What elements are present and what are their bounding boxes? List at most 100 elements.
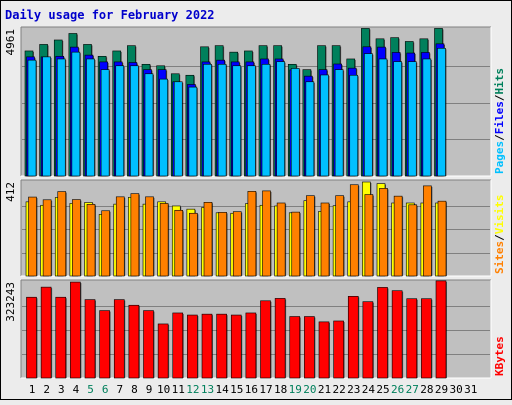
- visits-axis-label-part: Sites: [493, 241, 506, 274]
- sites-bar: [203, 202, 213, 277]
- sites-bar: [379, 188, 389, 277]
- pages-bar-fill: [290, 68, 300, 177]
- day-label: 26: [391, 383, 404, 396]
- pages-bar-fill: [217, 63, 227, 177]
- pages-bar: [305, 81, 315, 177]
- pages-bar: [247, 65, 257, 177]
- sites-bar-fill: [72, 199, 81, 277]
- pages-bar-fill: [378, 58, 388, 177]
- kbytes-axis-label: KBytes: [493, 336, 506, 376]
- kbytes-bar-fill: [333, 320, 344, 379]
- pages-bar: [378, 58, 388, 177]
- kbytes-bar-fill: [318, 321, 330, 379]
- sites-bar-fill: [203, 202, 213, 277]
- sites-bar-fill: [320, 202, 330, 277]
- day-label: 2: [43, 383, 50, 396]
- pages-bar-fill: [320, 74, 329, 177]
- sites-bar: [72, 199, 82, 277]
- sites-bar-fill: [218, 212, 227, 277]
- sites-bar: [276, 202, 287, 277]
- sites-bar-fill: [437, 200, 447, 277]
- kbytes-bar-fill: [245, 312, 257, 379]
- kbytes-bar-fill: [172, 312, 184, 379]
- kbytes-bar: [201, 313, 213, 379]
- day-label: 9: [146, 383, 153, 396]
- sites-bar: [101, 210, 111, 277]
- kbytes-bar-fill: [128, 304, 140, 379]
- kbytes-bar: [421, 298, 433, 379]
- kbytes-bar: [377, 287, 389, 379]
- kbytes-bar: [304, 316, 316, 379]
- kbytes-bar-fill: [157, 323, 169, 379]
- pages-bar-fill: [27, 59, 37, 177]
- sites-bar-fill: [130, 193, 140, 277]
- kbytes-bar-fill: [113, 299, 125, 379]
- sites-bar: [218, 212, 228, 277]
- pages-bar: [130, 65, 140, 177]
- pages-bar: [334, 69, 345, 177]
- visits-axis-label: Sites/Visits: [493, 195, 506, 275]
- sites-bar: [247, 191, 257, 277]
- day-label: 21: [318, 383, 331, 396]
- sites-bar-fill: [145, 196, 154, 277]
- kbytes-bar-fill: [377, 287, 388, 379]
- day-label: 7: [116, 383, 123, 396]
- pages-bar-fill: [305, 81, 315, 177]
- sites-bar-fill: [174, 209, 184, 277]
- sites-bar-fill: [335, 195, 344, 277]
- sites-bar: [437, 200, 447, 277]
- sites-bar: [393, 195, 404, 277]
- pages-bar: [56, 58, 67, 177]
- kbytes-bar: [55, 296, 67, 379]
- kbytes-ymax-label: 323243: [4, 282, 17, 322]
- sites-bar: [349, 184, 360, 277]
- pages-bar-fill: [56, 58, 66, 177]
- kbytes-bar-fill: [274, 298, 286, 379]
- pages-bar: [276, 61, 286, 177]
- day-label: 31: [464, 383, 477, 396]
- pages-bar: [422, 58, 432, 177]
- sites-bar-fill: [101, 210, 110, 277]
- kbytes-bar: [187, 314, 199, 379]
- pages-bar: [232, 65, 242, 177]
- hits-axis-label-part: /: [493, 94, 506, 101]
- pages-bar-fill: [437, 47, 446, 177]
- sites-bar: [306, 195, 316, 277]
- hits-axis-label-part: Pages: [493, 141, 506, 174]
- sites-bar-fill: [276, 202, 286, 277]
- day-label: 22: [333, 383, 346, 396]
- day-label: 10: [157, 383, 170, 396]
- pages-bar: [144, 73, 154, 177]
- kbytes-bar: [172, 312, 184, 379]
- pages-bar-fill: [261, 63, 271, 177]
- sites-bar: [232, 211, 243, 277]
- sites-bar: [115, 196, 126, 277]
- pages-bar-fill: [173, 81, 183, 177]
- pages-bar: [320, 74, 330, 177]
- kbytes-bar-fill: [99, 310, 110, 379]
- day-label: 14: [216, 383, 230, 396]
- sites-bar-fill: [408, 204, 418, 277]
- kbytes-bar: [216, 313, 228, 379]
- kbytes-bar: [84, 299, 96, 379]
- kbytes-bar-fill: [55, 296, 67, 379]
- visits-axis-label-part: Visits: [493, 195, 506, 235]
- day-label: 16: [245, 383, 258, 396]
- kbytes-bar: [406, 298, 418, 379]
- pages-bar: [364, 53, 374, 177]
- pages-bar: [261, 63, 271, 177]
- sites-bar-fill: [189, 212, 198, 277]
- pages-bar: [173, 81, 184, 177]
- sites-bar: [159, 203, 170, 277]
- kbytes-bar-fill: [216, 313, 227, 379]
- sites-bar-fill: [28, 196, 37, 277]
- day-label: 15: [230, 383, 243, 396]
- pages-bar-fill: [407, 61, 417, 177]
- kbytes-bar-fill: [289, 316, 301, 379]
- pages-bar: [188, 86, 198, 177]
- kbytes-bar-fill: [304, 316, 315, 379]
- sites-bar: [42, 199, 53, 277]
- kbytes-bar-fill: [362, 301, 374, 379]
- pages-bar-fill: [349, 74, 359, 177]
